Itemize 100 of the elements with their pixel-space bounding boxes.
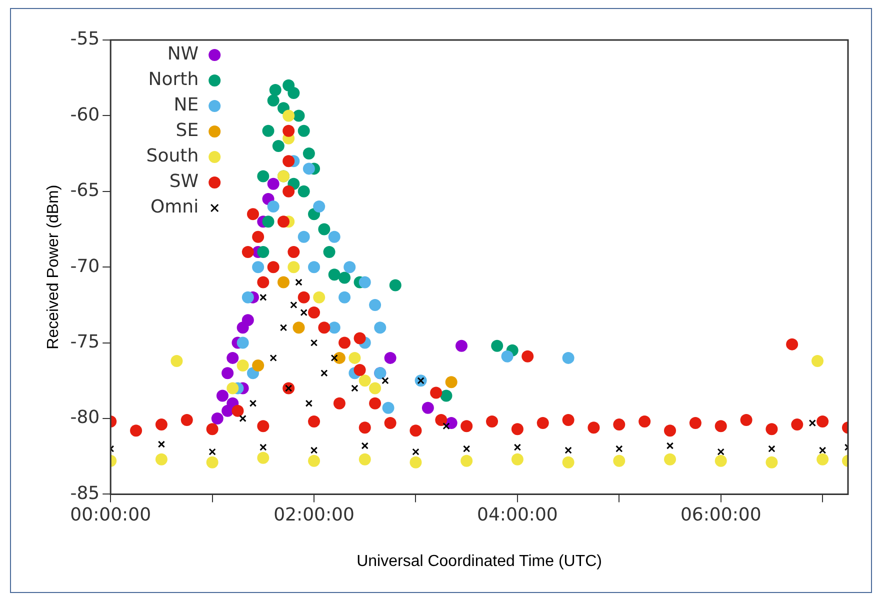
point [226,352,239,364]
legend-label: Omni [150,196,199,218]
legend-label: NW [167,44,199,65]
point [282,124,295,137]
point [262,124,274,137]
point [382,402,394,414]
y-tick-label: -60 [70,104,100,126]
point [328,268,340,281]
point [298,230,310,243]
point [295,278,302,286]
point [257,276,270,288]
point [333,397,346,410]
point [206,423,218,436]
point [717,448,724,456]
point [613,418,626,431]
point [486,416,498,428]
point [456,340,468,352]
point [791,418,804,431]
point [288,246,300,258]
point [226,382,239,394]
point [216,390,228,402]
point [344,261,356,274]
point [267,261,280,274]
y-tick-label: -65 [70,180,100,202]
point [358,374,371,387]
point [288,86,300,99]
legend-label: SW [169,171,199,192]
x-tick-label: 02:00:00 [274,504,354,526]
point [616,445,623,452]
point [308,261,320,274]
point [290,301,298,309]
point [369,397,382,410]
point [435,414,448,426]
point [562,414,574,426]
point [358,422,371,434]
point [816,416,829,428]
point [300,308,308,316]
point [664,453,676,466]
point [323,246,336,258]
y-tick-label: -80 [70,407,100,428]
point [242,291,254,304]
point [249,400,257,407]
point [170,354,183,367]
point [422,402,434,414]
point [811,354,824,367]
point [158,440,166,448]
point [267,200,280,213]
point [310,339,318,346]
point [666,442,674,450]
y-tick-label: -70 [70,256,100,277]
y-tick-label: -55 [70,28,100,50]
point [338,336,351,349]
point [384,352,396,364]
point [522,350,534,362]
point [308,454,320,467]
point [242,246,254,258]
point [269,84,282,96]
point [460,454,473,467]
point [236,336,249,349]
point [257,246,270,258]
point [740,414,752,426]
point [689,417,702,430]
point [818,446,826,454]
point [374,322,386,334]
point [328,322,340,334]
point [282,185,295,198]
point [308,306,320,319]
point [313,291,326,304]
point [638,416,651,428]
point [714,454,727,467]
y-tick-label: -85 [70,482,100,504]
point [382,377,389,384]
point [308,416,320,428]
point [302,162,315,175]
point [280,324,288,332]
point [310,446,318,454]
point [292,110,305,122]
point [246,208,259,220]
point [358,453,371,466]
point [267,178,280,190]
point [211,412,224,424]
point [130,424,142,437]
point [410,456,422,468]
point [278,216,290,228]
x-tick-label: 00:00:00 [70,504,152,526]
point [358,276,371,288]
point [260,444,267,451]
point [262,216,274,228]
point [305,400,313,407]
legend-label: SE [176,120,199,142]
y-axis-title: Received Power (dBm) [45,184,62,350]
point [292,322,305,334]
point [354,332,366,344]
point [564,446,572,454]
point [302,148,315,160]
point [270,354,277,362]
point [766,423,778,436]
point [252,360,264,372]
point [613,454,626,467]
point [278,276,290,288]
